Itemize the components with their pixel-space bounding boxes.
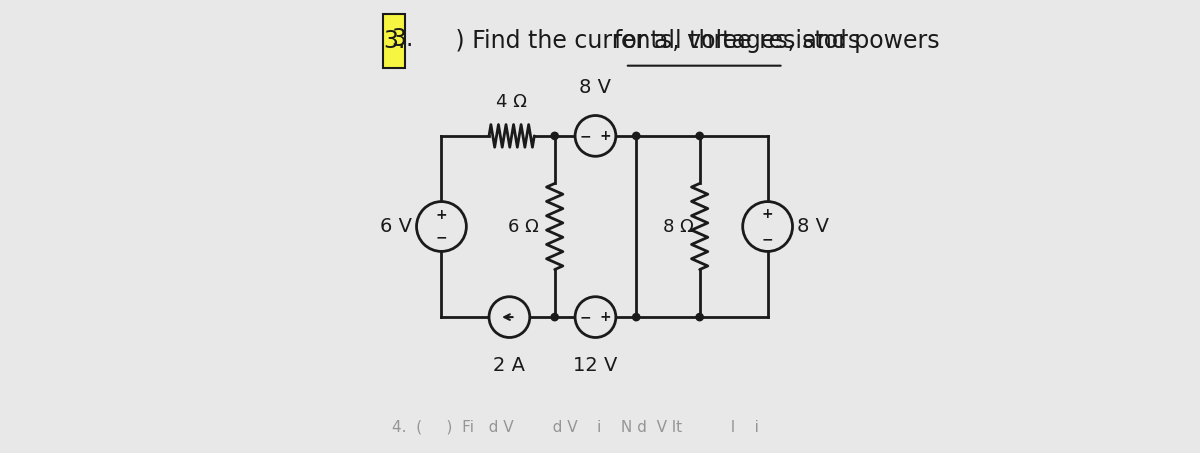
Circle shape <box>632 132 640 140</box>
Text: 2 A: 2 A <box>493 356 526 375</box>
Text: 4.  (     )  Fi   d V        d V    i    N d  V lt          l    i: 4. ( ) Fi d V d V i N d V lt l i <box>391 420 758 435</box>
Circle shape <box>551 313 558 321</box>
Circle shape <box>416 202 467 251</box>
Text: 4 Ω: 4 Ω <box>497 93 527 111</box>
Text: 6 V: 6 V <box>380 217 412 236</box>
Text: 8 Ω: 8 Ω <box>664 217 695 236</box>
Circle shape <box>696 132 703 140</box>
Circle shape <box>632 313 640 321</box>
Circle shape <box>490 297 529 337</box>
Text: 6 Ω: 6 Ω <box>508 217 539 236</box>
Text: −: − <box>580 310 592 324</box>
Circle shape <box>575 116 616 156</box>
Circle shape <box>696 313 703 321</box>
Text: 8 V: 8 V <box>580 78 612 97</box>
Text: 12 V: 12 V <box>574 356 618 375</box>
Text: +: + <box>762 207 774 221</box>
Text: −: − <box>762 232 774 246</box>
Text: for all three resistors: for all three resistors <box>614 29 860 53</box>
Text: 3.: 3. <box>383 29 406 53</box>
Text: +: + <box>600 129 611 143</box>
Text: −: − <box>580 129 592 143</box>
Text: 8 V: 8 V <box>797 217 829 236</box>
FancyBboxPatch shape <box>384 14 406 68</box>
Text: 3.: 3. <box>391 27 414 51</box>
Circle shape <box>575 297 616 337</box>
Text: +: + <box>600 310 611 324</box>
Text: −: − <box>436 231 448 245</box>
Text: +: + <box>436 208 448 222</box>
Text: ) Find the currents, voltages, and powers: ) Find the currents, voltages, and power… <box>403 29 947 53</box>
Circle shape <box>551 132 558 140</box>
Circle shape <box>743 202 792 251</box>
